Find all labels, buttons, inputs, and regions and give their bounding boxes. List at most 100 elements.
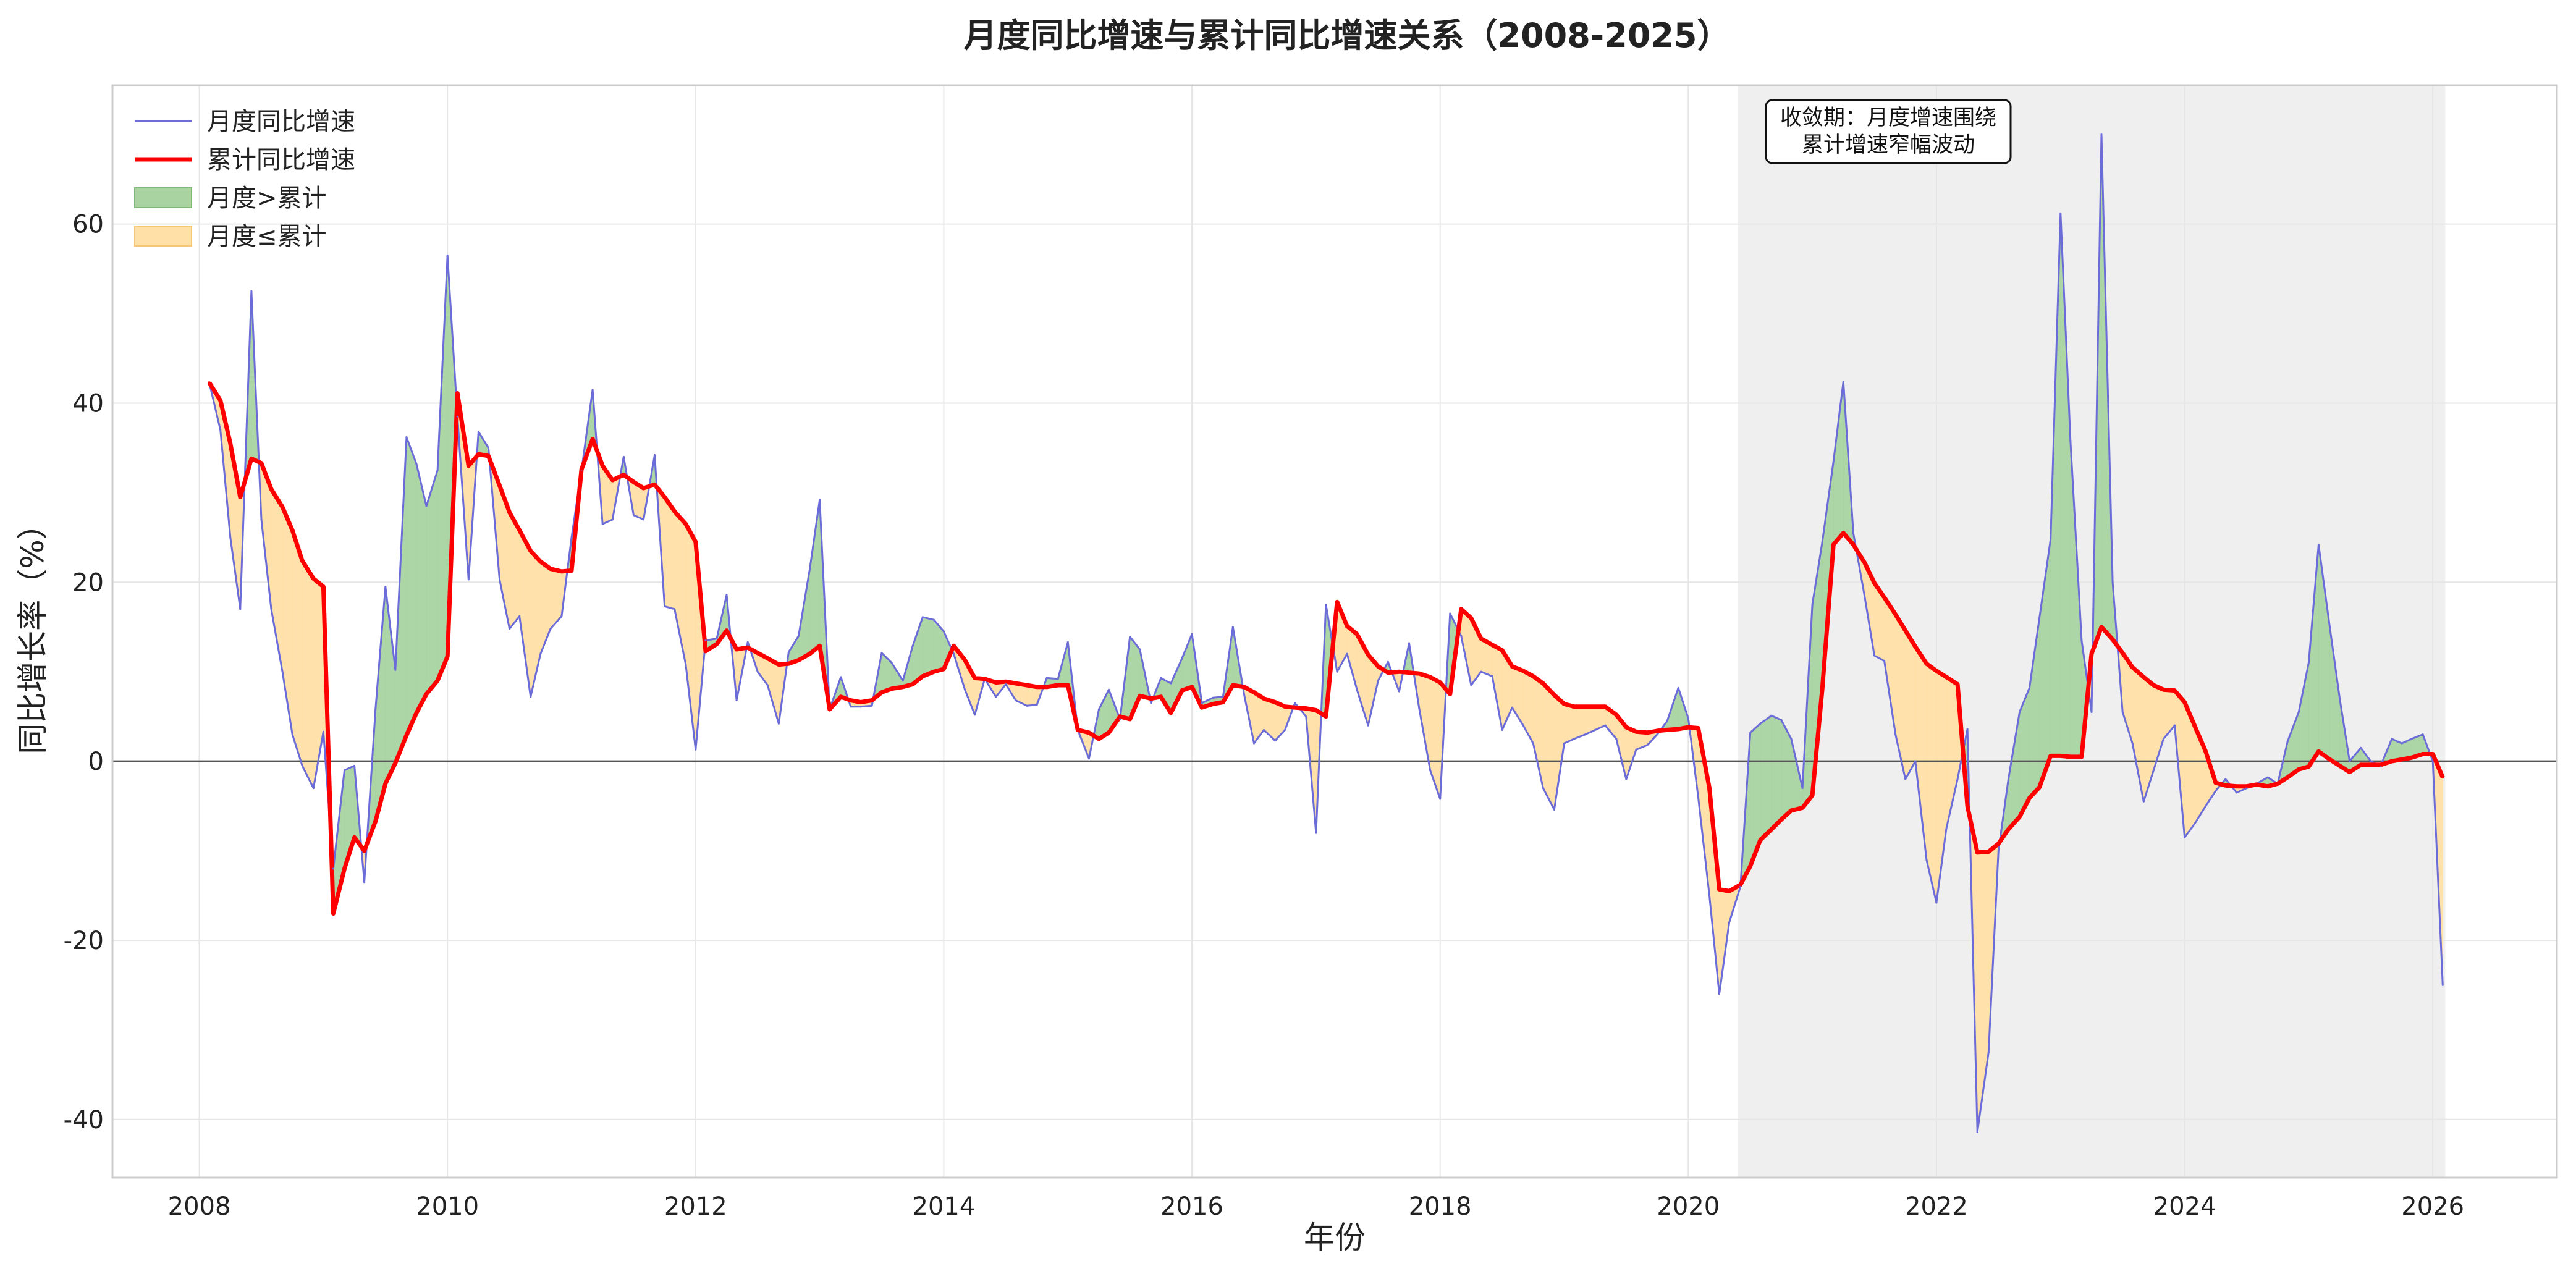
x-axis-label: 年份 bbox=[1304, 1220, 1366, 1255]
monthly-point bbox=[695, 748, 697, 751]
cumulative-point bbox=[487, 454, 490, 457]
cumulative-point bbox=[1004, 680, 1007, 683]
cumulative-point bbox=[725, 629, 728, 632]
cumulative-point bbox=[1417, 672, 1421, 675]
monthly-point bbox=[363, 881, 366, 884]
monthly-point bbox=[1087, 757, 1090, 760]
cumulative-point bbox=[766, 657, 769, 660]
monthly-point bbox=[2317, 543, 2320, 546]
legend-label-above: 月度>累计 bbox=[207, 184, 327, 213]
difference-fill-segment bbox=[922, 617, 934, 677]
monthly-point bbox=[1129, 636, 1131, 638]
monthly-point bbox=[2266, 776, 2269, 778]
cumulative-point bbox=[963, 659, 966, 662]
monthly-point bbox=[353, 764, 356, 767]
monthly-point bbox=[1687, 717, 1689, 720]
monthly-point bbox=[1625, 778, 1628, 780]
monthly-point bbox=[871, 704, 873, 707]
monthly-point bbox=[1449, 612, 1451, 615]
monthly-point bbox=[456, 415, 458, 418]
monthly-point bbox=[2205, 805, 2207, 808]
legend: 月度同比增速 累计同比增速 月度>累计 月度≤累计 bbox=[134, 108, 355, 251]
monthly-point bbox=[499, 578, 501, 581]
monthly-point bbox=[1252, 742, 1255, 745]
monthly-point bbox=[1325, 604, 1327, 606]
cumulative-point bbox=[1603, 705, 1607, 708]
monthly-point bbox=[332, 867, 334, 870]
monthly-point bbox=[1501, 728, 1503, 731]
monthly-point bbox=[840, 676, 842, 678]
cumulative-point bbox=[2018, 815, 2021, 818]
cumulative-point bbox=[374, 820, 377, 823]
cumulative-point bbox=[2100, 625, 2103, 628]
monthly-point bbox=[1646, 744, 1649, 746]
cumulative-point bbox=[1169, 711, 1172, 714]
y-tick-label: -20 bbox=[64, 927, 104, 955]
cumulative-point bbox=[1097, 737, 1100, 740]
cumulative-point bbox=[1448, 693, 1451, 696]
monthly-point bbox=[260, 518, 263, 521]
monthly-point bbox=[1346, 652, 1348, 655]
cumulative-point bbox=[1842, 531, 1845, 534]
cumulative-point bbox=[1262, 697, 1265, 700]
cumulative-point bbox=[1925, 662, 1928, 665]
cumulative-point bbox=[2162, 688, 2165, 691]
cumulative-point bbox=[1883, 596, 1886, 599]
cumulative-point bbox=[580, 468, 583, 471]
cumulative-point bbox=[1243, 685, 1246, 688]
monthly-point bbox=[2080, 639, 2083, 641]
monthly-point bbox=[2297, 711, 2300, 713]
cumulative-point bbox=[1346, 625, 1349, 628]
monthly-point bbox=[1780, 719, 1783, 721]
cumulative-point bbox=[281, 505, 284, 508]
monthly-point bbox=[1097, 708, 1100, 711]
monthly-point bbox=[1222, 696, 1224, 698]
monthly-point bbox=[797, 635, 800, 637]
cumulative-point bbox=[1728, 890, 1731, 893]
monthly-point bbox=[1615, 738, 1618, 740]
cumulative-point bbox=[2183, 701, 2186, 704]
cumulative-point bbox=[1935, 669, 1938, 672]
monthly-point bbox=[1470, 684, 1472, 686]
difference-fill-segment bbox=[1905, 629, 1916, 781]
difference-fill-segment bbox=[292, 530, 303, 766]
x-tick-label: 2016 bbox=[1160, 1192, 1223, 1221]
cumulative-point bbox=[1914, 645, 1917, 648]
monthly-point bbox=[2131, 742, 2134, 745]
cumulative-point bbox=[425, 693, 428, 696]
cumulative-point bbox=[1759, 838, 1762, 842]
cumulative-point bbox=[1522, 669, 1525, 672]
legend-swatch-above bbox=[134, 187, 192, 208]
monthly-point bbox=[467, 578, 470, 581]
monthly-point bbox=[1935, 901, 1938, 904]
cumulative-point bbox=[2204, 750, 2207, 753]
cumulative-point bbox=[2390, 760, 2393, 763]
cumulative-point bbox=[1501, 649, 1504, 652]
monthly-point bbox=[2339, 698, 2341, 700]
cumulative-point bbox=[1076, 728, 1079, 732]
monthly-point bbox=[1677, 686, 1679, 689]
cumulative-point bbox=[704, 649, 707, 652]
monthly-point bbox=[704, 639, 707, 641]
monthly-point bbox=[1294, 702, 1296, 704]
monthly-point bbox=[2431, 760, 2434, 762]
cumulative-point bbox=[1222, 701, 1225, 704]
grid-lines bbox=[112, 85, 2557, 1178]
monthly-point bbox=[1015, 699, 1017, 702]
legend-swatch-below bbox=[134, 226, 192, 247]
cumulative-point bbox=[1377, 665, 1380, 668]
monthly-point bbox=[2173, 724, 2176, 727]
cumulative-point bbox=[239, 496, 242, 499]
cumulative-point bbox=[1066, 683, 1070, 686]
x-tick-label: 2014 bbox=[913, 1192, 976, 1221]
cumulative-point bbox=[1273, 701, 1277, 704]
monthly-point bbox=[312, 787, 315, 790]
cumulative-point bbox=[549, 567, 552, 570]
monthly-point bbox=[756, 670, 759, 673]
monthly-point bbox=[2441, 984, 2444, 986]
monthly-point bbox=[1170, 682, 1172, 685]
monthly-point bbox=[2152, 769, 2155, 772]
monthly-point bbox=[2018, 711, 2021, 713]
x-tick-label: 2010 bbox=[416, 1192, 479, 1221]
monthly-point bbox=[1263, 728, 1265, 731]
